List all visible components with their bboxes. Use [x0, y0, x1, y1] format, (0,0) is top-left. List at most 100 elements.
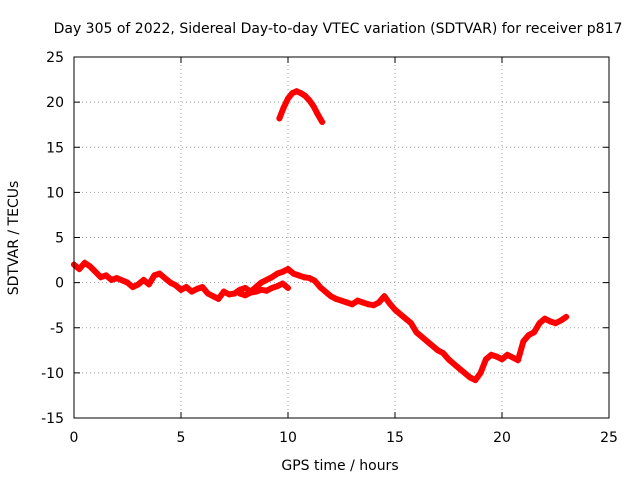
- x-tick-label: 10: [279, 430, 297, 446]
- data-point: [413, 329, 420, 336]
- data-point: [499, 356, 505, 363]
- data-point: [129, 284, 136, 291]
- data-point: [151, 272, 158, 279]
- data-point: [531, 329, 538, 336]
- data-point: [402, 315, 409, 322]
- data-point: [319, 118, 326, 125]
- data-point: [285, 266, 291, 273]
- data-point: [113, 275, 120, 282]
- y-tick-label: -5: [50, 321, 64, 337]
- data-point: [87, 263, 94, 270]
- data-point: [285, 285, 291, 292]
- data-point: [317, 284, 324, 291]
- data-point: [194, 285, 201, 292]
- data-point: [311, 277, 318, 284]
- data-point: [263, 276, 270, 283]
- data-point: [327, 293, 334, 300]
- x-tick-label: 20: [493, 430, 511, 446]
- data-point: [226, 291, 233, 298]
- data-point: [408, 320, 415, 327]
- data-point: [274, 270, 281, 277]
- data-point: [280, 104, 287, 111]
- data-point: [563, 313, 570, 320]
- data-point: [279, 280, 286, 287]
- data-point: [509, 354, 516, 361]
- x-axis-label: GPS time / hours: [281, 458, 398, 474]
- data-point: [236, 290, 243, 297]
- data-point: [242, 285, 249, 292]
- data-point: [302, 92, 309, 99]
- y-tick-label: -15: [41, 411, 64, 427]
- data-point: [263, 287, 270, 294]
- y-axis-label: SDTVAR / TECUs: [6, 181, 22, 296]
- data-point: [247, 289, 254, 296]
- data-point: [445, 356, 452, 363]
- data-point: [461, 369, 468, 376]
- y-tick-label: 15: [46, 140, 64, 156]
- data-point: [188, 288, 195, 295]
- data-point: [525, 331, 532, 338]
- data-point: [301, 274, 308, 281]
- data-point: [541, 315, 548, 322]
- data-point: [167, 279, 174, 286]
- data-point: [258, 286, 265, 293]
- y-tick-label: 25: [46, 50, 64, 66]
- data-point: [108, 276, 115, 283]
- data-point: [515, 357, 522, 364]
- data-point: [306, 97, 313, 104]
- data-point: [289, 90, 296, 97]
- data-point: [161, 275, 168, 282]
- data-point: [520, 338, 527, 345]
- data-point: [349, 301, 356, 308]
- data-point: [103, 272, 110, 279]
- data-point: [178, 286, 184, 293]
- data-point: [375, 299, 382, 306]
- data-point: [482, 356, 489, 363]
- data-point: [381, 293, 388, 300]
- data-point: [418, 333, 425, 340]
- data-point: [359, 299, 366, 306]
- data-point: [322, 288, 329, 295]
- data-point: [231, 290, 238, 297]
- data-point: [310, 103, 317, 110]
- data-point: [365, 301, 372, 308]
- data-point: [156, 270, 163, 277]
- data-point: [97, 274, 104, 281]
- x-tick-label: 5: [177, 430, 186, 446]
- data-point: [338, 297, 345, 304]
- data-point: [434, 347, 441, 354]
- data-point: [92, 268, 99, 275]
- data-point: [536, 320, 543, 327]
- data-point: [204, 290, 211, 297]
- tick-layer: 0 5 10 15 20 25 -15 -10 -5 0 5 10 15 20 25: [41, 50, 618, 446]
- data-point: [466, 374, 473, 381]
- data-point: [274, 283, 281, 290]
- y-tick-label: 20: [46, 95, 64, 111]
- data-point: [220, 288, 227, 295]
- data-point: [252, 288, 259, 295]
- y-tick-label: 0: [55, 276, 64, 292]
- data-point: [488, 351, 495, 358]
- data-point: [392, 306, 398, 313]
- x-tick-label: 0: [70, 430, 79, 446]
- data-point: [429, 342, 436, 349]
- data-point: [424, 338, 431, 345]
- data-point: [199, 284, 206, 291]
- data-point: [81, 259, 88, 266]
- data-point: [314, 111, 321, 118]
- data-point: [140, 276, 147, 283]
- data-point: [456, 365, 463, 372]
- data-point: [183, 284, 190, 291]
- data-point: [290, 270, 297, 277]
- y-tick-label: 10: [46, 185, 64, 201]
- data-point: [285, 95, 291, 102]
- data-point: [276, 115, 283, 122]
- data-point: [354, 297, 361, 304]
- data-point: [135, 281, 142, 288]
- data-point: [297, 90, 304, 97]
- data-point: [124, 279, 131, 286]
- grid-layer: [74, 57, 609, 418]
- data-point: [76, 266, 83, 273]
- data-point: [557, 317, 564, 324]
